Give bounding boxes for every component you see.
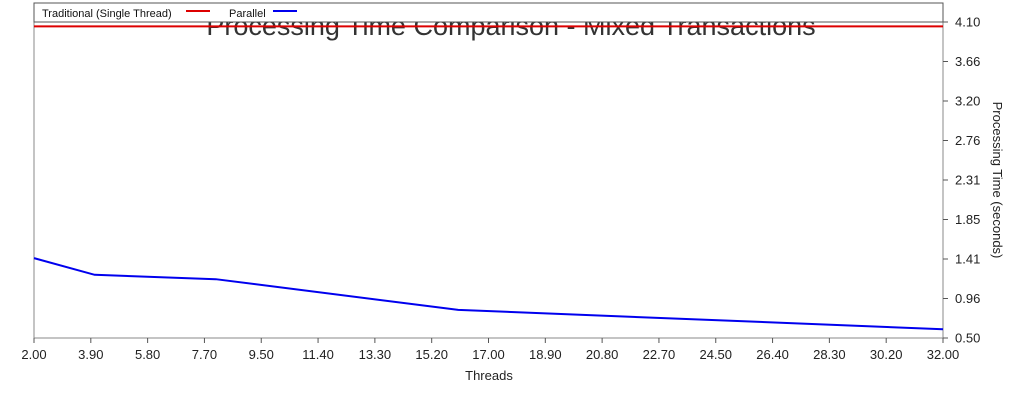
y-tick-label: 0.50 — [955, 331, 980, 346]
y-tick-label: 0.96 — [955, 291, 980, 306]
x-tick-label: 5.80 — [135, 347, 160, 362]
x-tick-label: 26.40 — [756, 347, 789, 362]
y-tick-label: 2.31 — [955, 173, 980, 188]
series-line-parallel — [33, 257, 944, 331]
y-axis-label: Processing Time (seconds) — [990, 102, 1005, 259]
y-tick-label: 1.41 — [955, 252, 980, 267]
y-axis-ticks: 0.50 0.96 1.41 1.85 2.31 2.76 3.20 3.66 4.10 — [943, 15, 980, 346]
y-tick-label: 3.66 — [955, 54, 980, 69]
legend-box — [33, 2, 944, 23]
y-tick-label: 1.85 — [955, 212, 980, 227]
x-tick-label: 2.00 — [21, 347, 46, 362]
series-layer — [33, 25, 944, 331]
x-tick-label: 30.20 — [870, 347, 903, 362]
y-tick-label: 2.76 — [955, 133, 980, 148]
x-tick-label: 20.80 — [586, 347, 619, 362]
x-tick-label: 15.20 — [415, 347, 448, 362]
x-tick-label: 17.00 — [472, 347, 505, 362]
x-axis-ticks: 2.00 3.90 5.80 7.70 9.50 11.40 13.30 15.20 17.00… — [21, 338, 959, 362]
x-tick-label: 28.30 — [813, 347, 846, 362]
legend: Traditional (Single Thread) Parallel — [33, 2, 944, 23]
y-tick-label: 3.20 — [955, 94, 980, 109]
plot-area — [33, 21, 944, 339]
x-tick-label: 22.70 — [643, 347, 676, 362]
x-axis-label: Threads — [465, 368, 513, 383]
x-tick-label: 32.00 — [927, 347, 960, 362]
y-tick-label: 4.10 — [955, 15, 980, 30]
x-tick-label: 18.90 — [529, 347, 562, 362]
x-tick-label: 7.70 — [192, 347, 217, 362]
x-tick-label: 13.30 — [359, 347, 392, 362]
legend-label-traditional: Traditional (Single Thread) — [42, 8, 172, 20]
x-tick-label: 9.50 — [249, 347, 274, 362]
x-tick-label: 24.50 — [699, 347, 732, 362]
legend-label-parallel: Parallel — [229, 8, 266, 20]
x-tick-label: 11.40 — [302, 347, 334, 362]
x-tick-label: 3.90 — [78, 347, 103, 362]
